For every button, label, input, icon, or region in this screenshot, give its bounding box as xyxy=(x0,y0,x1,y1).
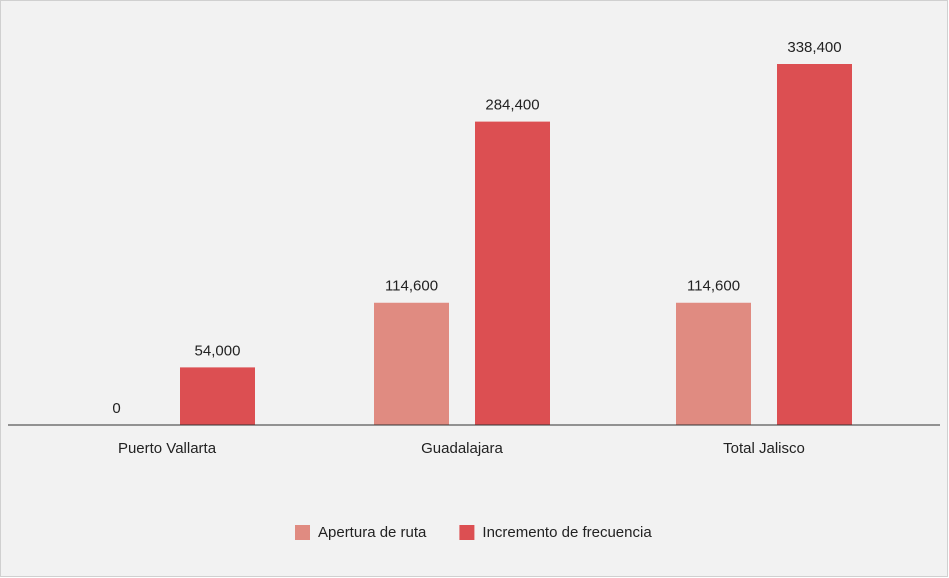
value-label: 338,400 xyxy=(787,39,841,56)
value-label: 54,000 xyxy=(195,342,241,359)
value-label: 114,600 xyxy=(385,278,438,295)
value-label: 114,600 xyxy=(687,278,740,295)
legend-swatch xyxy=(459,525,475,540)
x-tick-label: Total Jalisco xyxy=(723,440,805,457)
x-tick-label: Puerto Vallarta xyxy=(118,440,217,457)
legend-label: Incremento de frecuencia xyxy=(482,524,652,541)
legend-label: Apertura de ruta xyxy=(318,524,427,541)
x-tick-label: Guadalajara xyxy=(421,440,503,457)
legend-swatch xyxy=(295,525,310,540)
bar xyxy=(777,64,852,425)
value-label: 284,400 xyxy=(485,97,539,114)
value-label: 0 xyxy=(112,400,120,417)
bar xyxy=(676,302,751,425)
bar xyxy=(374,302,449,425)
bar xyxy=(475,121,550,425)
bar xyxy=(180,367,255,425)
